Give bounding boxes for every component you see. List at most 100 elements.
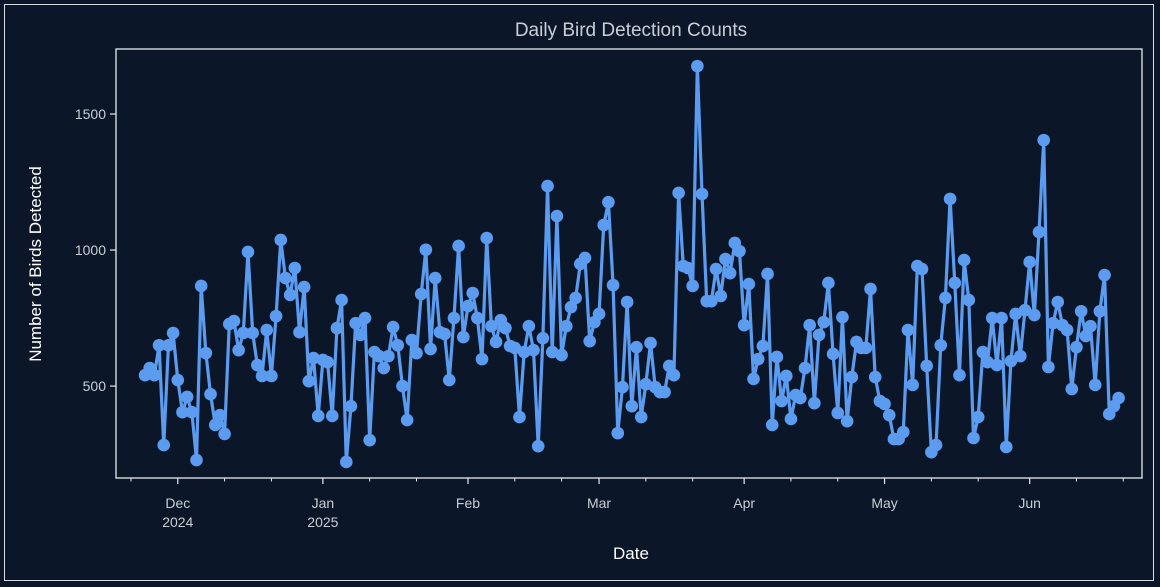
x-tick-label: Jun bbox=[1018, 495, 1041, 511]
data-point bbox=[466, 286, 479, 300]
data-point bbox=[836, 310, 849, 324]
data-point bbox=[241, 245, 255, 259]
data-point bbox=[630, 340, 643, 354]
data-point bbox=[971, 410, 985, 424]
data-point bbox=[274, 233, 288, 247]
data-point bbox=[442, 373, 456, 387]
y-tick-label: 500 bbox=[83, 378, 107, 394]
data-point bbox=[658, 385, 671, 399]
data-point bbox=[457, 330, 470, 344]
data-point bbox=[742, 277, 756, 291]
data-point bbox=[1088, 378, 1102, 392]
data-point bbox=[358, 311, 372, 325]
data-point bbox=[204, 387, 217, 401]
data-point bbox=[569, 291, 582, 305]
data-point bbox=[148, 368, 161, 382]
data-point bbox=[803, 318, 816, 332]
data-point bbox=[775, 394, 788, 408]
data-point bbox=[1028, 308, 1041, 322]
data-point bbox=[1098, 268, 1111, 282]
data-point bbox=[765, 418, 779, 432]
data-point bbox=[391, 338, 405, 352]
data-point bbox=[1079, 329, 1093, 343]
data-point bbox=[218, 427, 231, 441]
data-point bbox=[747, 372, 760, 386]
data-point bbox=[761, 267, 774, 281]
data-point bbox=[307, 351, 320, 365]
data-point bbox=[583, 334, 596, 348]
data-point bbox=[901, 323, 915, 337]
data-point bbox=[269, 309, 283, 323]
data-point bbox=[906, 378, 919, 392]
data-point bbox=[859, 341, 873, 355]
data-point bbox=[213, 408, 227, 422]
data-point bbox=[620, 295, 634, 309]
data-point bbox=[1023, 255, 1036, 269]
data-point bbox=[929, 438, 943, 452]
data-point bbox=[976, 345, 990, 359]
data-point bbox=[798, 361, 812, 375]
data-point bbox=[522, 319, 536, 333]
series-daily-counts bbox=[138, 59, 1125, 469]
x-tick-sublabel: 2025 bbox=[307, 514, 338, 530]
data-point bbox=[1046, 316, 1060, 330]
x-tick-sublabel: 2024 bbox=[162, 514, 193, 530]
data-point bbox=[363, 433, 376, 447]
data-point bbox=[180, 390, 194, 404]
x-tick-label: Feb bbox=[456, 495, 480, 511]
data-point bbox=[1084, 319, 1097, 333]
data-point bbox=[428, 271, 442, 285]
plot-area bbox=[115, 48, 1143, 479]
data-point bbox=[1065, 382, 1079, 396]
data-point bbox=[611, 426, 625, 440]
x-tick-label: May bbox=[871, 495, 897, 511]
data-point bbox=[208, 418, 222, 432]
data-point bbox=[185, 405, 199, 419]
data-point bbox=[475, 352, 489, 366]
figure-border bbox=[4, 4, 1154, 581]
data-point bbox=[686, 279, 699, 293]
data-point bbox=[410, 346, 423, 360]
data-point bbox=[882, 408, 896, 422]
data-point bbox=[339, 455, 353, 469]
data-point bbox=[592, 307, 606, 321]
data-point bbox=[260, 323, 274, 337]
chart-title: Daily Bird Detection Counts bbox=[515, 20, 747, 41]
data-point bbox=[377, 361, 391, 375]
data-point bbox=[227, 314, 241, 328]
data-point bbox=[616, 380, 629, 394]
data-point bbox=[995, 311, 1008, 325]
x-tick-label: Apr bbox=[733, 495, 755, 511]
data-point bbox=[372, 349, 386, 363]
data-point bbox=[382, 349, 395, 363]
data-point bbox=[251, 358, 264, 372]
data-point bbox=[157, 438, 171, 452]
data-point bbox=[878, 397, 891, 411]
data-point bbox=[709, 262, 723, 276]
data-point bbox=[864, 282, 877, 296]
data-point bbox=[644, 336, 657, 350]
y-axis-label: Number of Birds Detected bbox=[26, 166, 45, 362]
data-point bbox=[171, 373, 185, 387]
data-point bbox=[349, 316, 362, 330]
x-tick-label: Dec bbox=[165, 495, 190, 511]
data-point bbox=[166, 326, 180, 340]
data-point bbox=[808, 396, 821, 410]
data-point bbox=[438, 327, 451, 341]
data-point bbox=[957, 253, 971, 267]
data-point bbox=[162, 338, 175, 352]
data-point bbox=[1037, 133, 1051, 147]
data-point bbox=[817, 315, 831, 329]
data-point bbox=[751, 352, 765, 366]
x-tick-label: Jan bbox=[312, 495, 335, 511]
data-point bbox=[962, 293, 976, 307]
x-axis-label: Date bbox=[613, 544, 649, 563]
data-point bbox=[1051, 295, 1065, 309]
x-tick-label: Mar bbox=[587, 495, 611, 511]
data-point bbox=[414, 287, 428, 301]
data-point bbox=[452, 239, 465, 253]
data-point bbox=[321, 355, 334, 369]
data-point bbox=[920, 359, 933, 373]
data-point bbox=[499, 321, 512, 335]
